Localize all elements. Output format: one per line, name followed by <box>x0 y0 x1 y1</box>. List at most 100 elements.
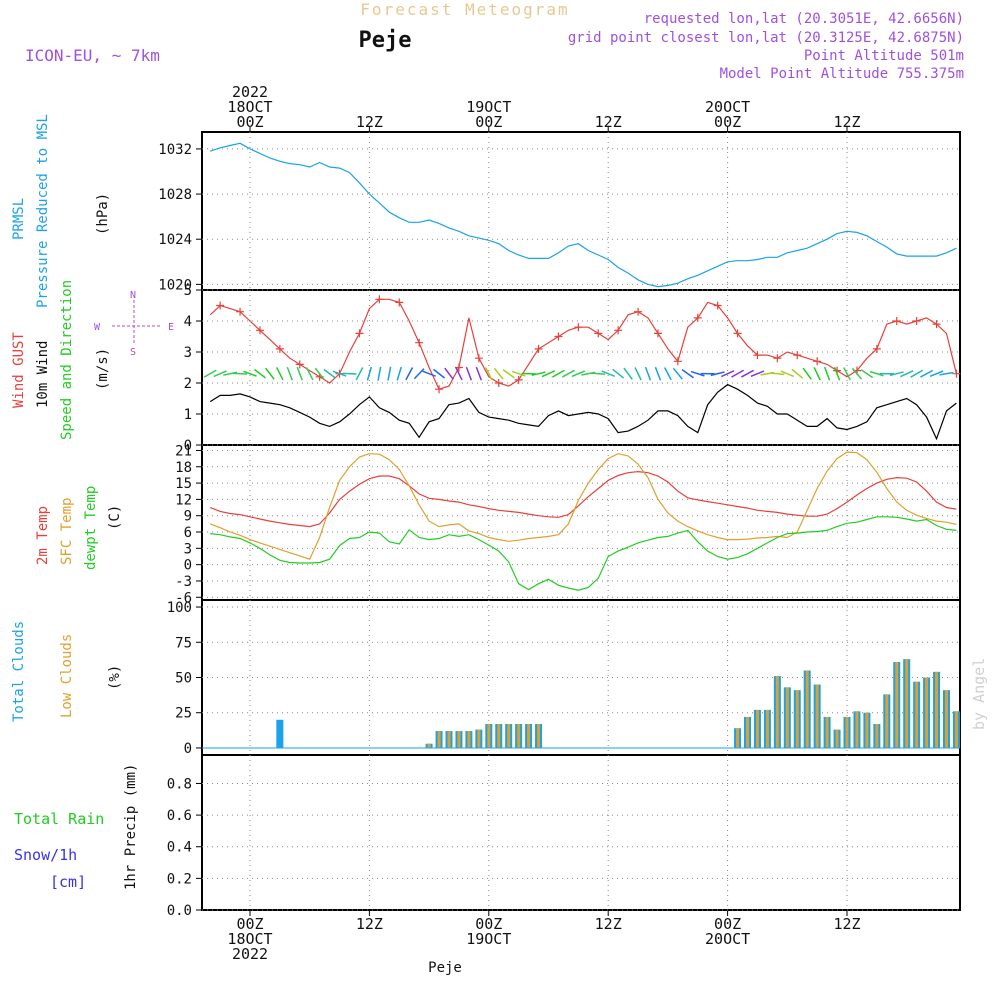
low-cloud-bar <box>875 724 878 748</box>
wind-direction-arrow <box>646 367 651 380</box>
gust-marker <box>415 339 423 347</box>
series-sfc <box>210 452 956 559</box>
low-cloud-bar <box>915 682 918 748</box>
bottom-time-label: 20OCT <box>705 930 750 948</box>
low-cloud-bar <box>746 717 749 748</box>
y-tick-label: 0.2 <box>167 871 192 887</box>
wind-direction-arrow <box>861 370 873 378</box>
footer-location: Peje <box>428 960 462 976</box>
label-celsius: (C) <box>107 505 123 530</box>
wind-direction-arrow <box>466 367 471 380</box>
wind-direction-arrow <box>378 367 381 381</box>
gust-marker <box>296 360 304 368</box>
label-total-rain: Total Rain <box>14 810 104 828</box>
label-2m-temp: 2m Temp <box>35 506 51 565</box>
y-tick-label: 0.8 <box>167 776 192 792</box>
label-percent: (%) <box>107 665 123 690</box>
label-pressure-msl: Pressure Reduced to MSL <box>35 114 51 308</box>
wind-direction-arrow <box>266 368 275 379</box>
gust-marker <box>475 354 483 362</box>
low-cloud-bar <box>796 690 799 748</box>
wind-direction-arrow <box>388 367 391 381</box>
y-tick-label: 0.6 <box>167 808 192 824</box>
y-tick-label: 50 <box>175 671 192 687</box>
low-cloud-bar <box>537 724 540 748</box>
top-time-label: 00Z <box>714 113 741 131</box>
wind-direction-arrow <box>307 367 313 379</box>
label-precip-unit: 1hr Precip (mm) <box>123 764 139 890</box>
wind-direction-arrow <box>343 373 357 374</box>
low-cloud-bar <box>457 731 460 748</box>
y-tick-label: 15 <box>175 476 192 492</box>
y-tick-label: 0 <box>184 741 192 757</box>
low-cloud-bar <box>497 724 500 748</box>
point-altitude: Point Altitude 501m <box>804 48 964 64</box>
low-cloud-bar <box>786 687 789 748</box>
wind-direction-arrow <box>930 371 943 376</box>
model-name: ICON-EU, ~ 7km <box>25 46 160 65</box>
y-tick-label: 6 <box>184 525 192 541</box>
label-hpa: (hPa) <box>95 193 111 235</box>
series-wind <box>210 385 956 439</box>
low-cloud-bar <box>527 724 530 748</box>
low-cloud-bar <box>438 731 441 748</box>
wind-direction-arrow <box>751 371 764 376</box>
gust-marker <box>654 329 662 337</box>
y-tick-label: 0.0 <box>167 903 192 919</box>
label-snow-unit: [cm] <box>50 873 86 891</box>
total-cloud-bar <box>276 720 283 748</box>
y-tick-label: 9 <box>184 509 192 525</box>
compass-east: E <box>168 322 174 333</box>
gust-marker <box>554 333 562 341</box>
wind-direction-arrow <box>476 367 481 380</box>
requested-coords: requested lon,lat (20.3051E, 42.6656N) <box>644 11 964 27</box>
wind-direction-arrow <box>423 371 436 376</box>
label-ms: (m/s) <box>95 348 111 390</box>
wind-direction-arrow <box>406 368 413 380</box>
wind-direction-arrow <box>673 368 682 379</box>
y-tick-label: 0.4 <box>167 840 192 856</box>
y-tick-label: 21 <box>175 443 192 459</box>
low-cloud-bar <box>507 724 510 748</box>
low-cloud-bar <box>517 724 520 748</box>
wind-direction-arrow <box>624 368 632 379</box>
wind-direction-arrow <box>844 368 851 380</box>
wind-direction-arrow <box>277 367 283 380</box>
y-tick-label: 12 <box>175 492 192 508</box>
gust-marker <box>913 317 921 325</box>
gust-marker <box>793 351 801 359</box>
wind-direction-arrow <box>770 373 784 374</box>
low-cloud-bar <box>467 731 470 748</box>
gust-marker <box>535 345 543 353</box>
y-tick-label: 1024 <box>158 232 192 248</box>
wind-direction-arrow <box>367 367 371 380</box>
wind-direction-arrow <box>356 367 362 379</box>
series-pressure <box>210 143 956 286</box>
label-speed-direction: Speed and Direction <box>59 280 75 440</box>
low-cloud-bar <box>865 713 868 748</box>
y-tick-label: 18 <box>175 460 192 476</box>
bottom-time-label: 12Z <box>833 915 860 933</box>
label-10m-wind: 10m Wind <box>35 341 51 408</box>
y-tick-label: 3 <box>184 541 192 557</box>
low-cloud-bar <box>736 728 739 748</box>
top-time-label: 12Z <box>356 113 383 131</box>
wind-direction-arrow <box>445 368 453 379</box>
low-cloud-bar <box>826 717 829 748</box>
top-time-label: 00Z <box>475 113 502 131</box>
gust-marker <box>574 323 582 331</box>
wind-direction-arrow <box>635 367 641 380</box>
low-cloud-bar <box>935 672 938 748</box>
low-cloud-bar <box>487 724 490 748</box>
y-tick-label: 4 <box>184 314 192 330</box>
model-altitude: Model Point Altitude 755.375m <box>720 66 964 82</box>
label-total-clouds: Total Clouds <box>11 621 27 722</box>
low-cloud-bar <box>477 730 480 748</box>
wind-direction-arrow <box>655 367 660 380</box>
panel-frame-0 <box>202 132 960 290</box>
top-time-label: 12Z <box>833 113 860 131</box>
gust-marker <box>435 385 443 393</box>
wind-direction-arrow <box>825 367 830 380</box>
watermark: by Angel <box>970 658 988 730</box>
